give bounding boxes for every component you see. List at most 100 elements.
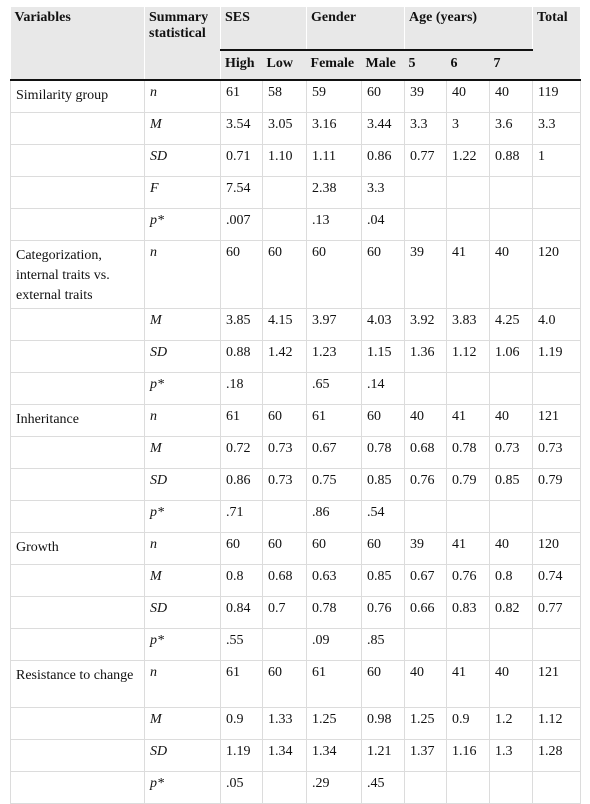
variable-name-cell bbox=[10, 500, 145, 533]
value-cell: 0.75 bbox=[306, 468, 363, 501]
value-cell: 60 bbox=[361, 532, 406, 565]
variable-name-cell: Growth bbox=[10, 532, 145, 565]
value-cell: 0.68 bbox=[404, 436, 448, 469]
header-ses: SES bbox=[220, 7, 308, 50]
variable-name-cell bbox=[10, 436, 145, 469]
table-row: Growth n 60 60 60 60 39 41 40 120 bbox=[10, 532, 582, 565]
value-cell: 40 bbox=[489, 79, 534, 113]
value-cell bbox=[404, 628, 448, 661]
value-cell: 1.15 bbox=[361, 340, 406, 373]
value-cell bbox=[261, 208, 308, 241]
table-row: Inheritance n 61 60 61 60 40 41 40 121 bbox=[10, 404, 582, 437]
table-row: p* .18 .65.14 bbox=[10, 372, 582, 405]
value-cell: 1.21 bbox=[361, 739, 406, 772]
value-cell: 0.73 bbox=[261, 468, 308, 501]
value-cell bbox=[489, 176, 534, 209]
value-cell: .45 bbox=[361, 771, 406, 804]
summary-statistic-cell: p* bbox=[144, 372, 221, 405]
value-cell: 0.73 bbox=[489, 436, 534, 469]
value-cell: 0.86 bbox=[361, 144, 406, 177]
header-female: Female bbox=[306, 49, 362, 81]
variable-name-cell bbox=[10, 112, 145, 145]
value-cell: 40 bbox=[489, 660, 534, 708]
variable-name-cell bbox=[10, 308, 145, 341]
value-cell: 4.15 bbox=[261, 308, 308, 341]
results-table: Variables Summary statistical SES Gender… bbox=[10, 7, 582, 804]
value-cell: 1.19 bbox=[532, 340, 582, 373]
variable-name-cell: Resistance to change bbox=[10, 660, 145, 708]
value-cell: 0.74 bbox=[532, 564, 582, 597]
summary-statistic-cell: M bbox=[144, 112, 221, 145]
summary-statistic-cell: p* bbox=[144, 771, 221, 804]
value-cell: 3.3 bbox=[404, 112, 448, 145]
summary-statistic-cell: p* bbox=[144, 628, 221, 661]
value-cell: 0.72 bbox=[220, 436, 263, 469]
value-cell: 0.82 bbox=[489, 596, 534, 629]
header-male: Male bbox=[361, 49, 405, 81]
value-cell: 0.8 bbox=[220, 564, 263, 597]
summary-statistic-cell: SD bbox=[144, 739, 221, 772]
value-cell: 1.2 bbox=[489, 707, 534, 740]
value-cell: 1.10 bbox=[261, 144, 308, 177]
value-cell: 60 bbox=[261, 660, 308, 708]
value-cell: 0.85 bbox=[489, 468, 534, 501]
value-cell: 3 bbox=[446, 112, 491, 145]
value-cell bbox=[446, 372, 491, 405]
header-age-6: 6 bbox=[446, 49, 490, 81]
value-cell: 0.83 bbox=[446, 596, 491, 629]
value-cell: .29 bbox=[306, 771, 363, 804]
table-body: Similarity group n 61 58 59 60 39 40 40 119 M 3.54 3… bbox=[10, 79, 582, 804]
value-cell: 3.85 bbox=[220, 308, 263, 341]
variable-name-cell: Inheritance bbox=[10, 404, 145, 437]
value-cell bbox=[446, 208, 491, 241]
value-cell: 39 bbox=[404, 240, 448, 309]
results-table-container: Variables Summary statistical SES Gender… bbox=[10, 7, 582, 804]
value-cell: .71 bbox=[220, 500, 263, 533]
value-cell: 41 bbox=[446, 532, 491, 565]
value-cell: 0.78 bbox=[446, 436, 491, 469]
value-cell: 3.3 bbox=[361, 176, 406, 209]
value-cell bbox=[261, 500, 308, 533]
value-cell bbox=[261, 372, 308, 405]
value-cell: 4.0 bbox=[532, 308, 582, 341]
value-cell: 0.67 bbox=[306, 436, 363, 469]
value-cell: 39 bbox=[404, 79, 448, 113]
table-row: SD 0.86 0.73 0.75 0.85 0.76 0.79 0.85 0.79 bbox=[10, 468, 582, 501]
value-cell: 1.37 bbox=[404, 739, 448, 772]
value-cell bbox=[532, 208, 582, 241]
value-cell: 60 bbox=[361, 404, 406, 437]
variable-name-cell bbox=[10, 176, 145, 209]
variable-name-cell bbox=[10, 739, 145, 772]
table-row: M 3.54 3.05 3.16 3.44 3.3 3 3.6 3.3 bbox=[10, 112, 582, 145]
value-cell: 1.34 bbox=[306, 739, 363, 772]
value-cell: 40 bbox=[404, 404, 448, 437]
value-cell: 58 bbox=[261, 79, 308, 113]
value-cell: 7.54 bbox=[220, 176, 263, 209]
value-cell: 1.11 bbox=[306, 144, 363, 177]
header-gender: Gender bbox=[306, 7, 406, 50]
value-cell: 59 bbox=[306, 79, 363, 113]
value-cell: 0.98 bbox=[361, 707, 406, 740]
value-cell: 1.28 bbox=[532, 739, 582, 772]
value-cell: 0.63 bbox=[306, 564, 363, 597]
value-cell: 41 bbox=[446, 404, 491, 437]
value-cell: 0.77 bbox=[532, 596, 582, 629]
value-cell: 3.92 bbox=[404, 308, 448, 341]
summary-statistic-cell: p* bbox=[144, 500, 221, 533]
value-cell: 0.79 bbox=[446, 468, 491, 501]
value-cell bbox=[404, 372, 448, 405]
summary-statistic-cell: n bbox=[144, 660, 221, 708]
table-row: M 0.72 0.73 0.67 0.78 0.68 0.78 0.73 0.73 bbox=[10, 436, 582, 469]
value-cell: 60 bbox=[361, 79, 406, 113]
value-cell: 40 bbox=[489, 532, 534, 565]
value-cell: 1.06 bbox=[489, 340, 534, 373]
summary-statistic-cell: SD bbox=[144, 468, 221, 501]
header-variables: Variables bbox=[10, 7, 145, 81]
value-cell: 40 bbox=[489, 240, 534, 309]
value-cell: 3.83 bbox=[446, 308, 491, 341]
table-row: p* .55 .09.85 bbox=[10, 628, 582, 661]
value-cell: 1.36 bbox=[404, 340, 448, 373]
value-cell: 60 bbox=[261, 240, 308, 309]
variable-name-cell bbox=[10, 628, 145, 661]
value-cell: 1.33 bbox=[261, 707, 308, 740]
